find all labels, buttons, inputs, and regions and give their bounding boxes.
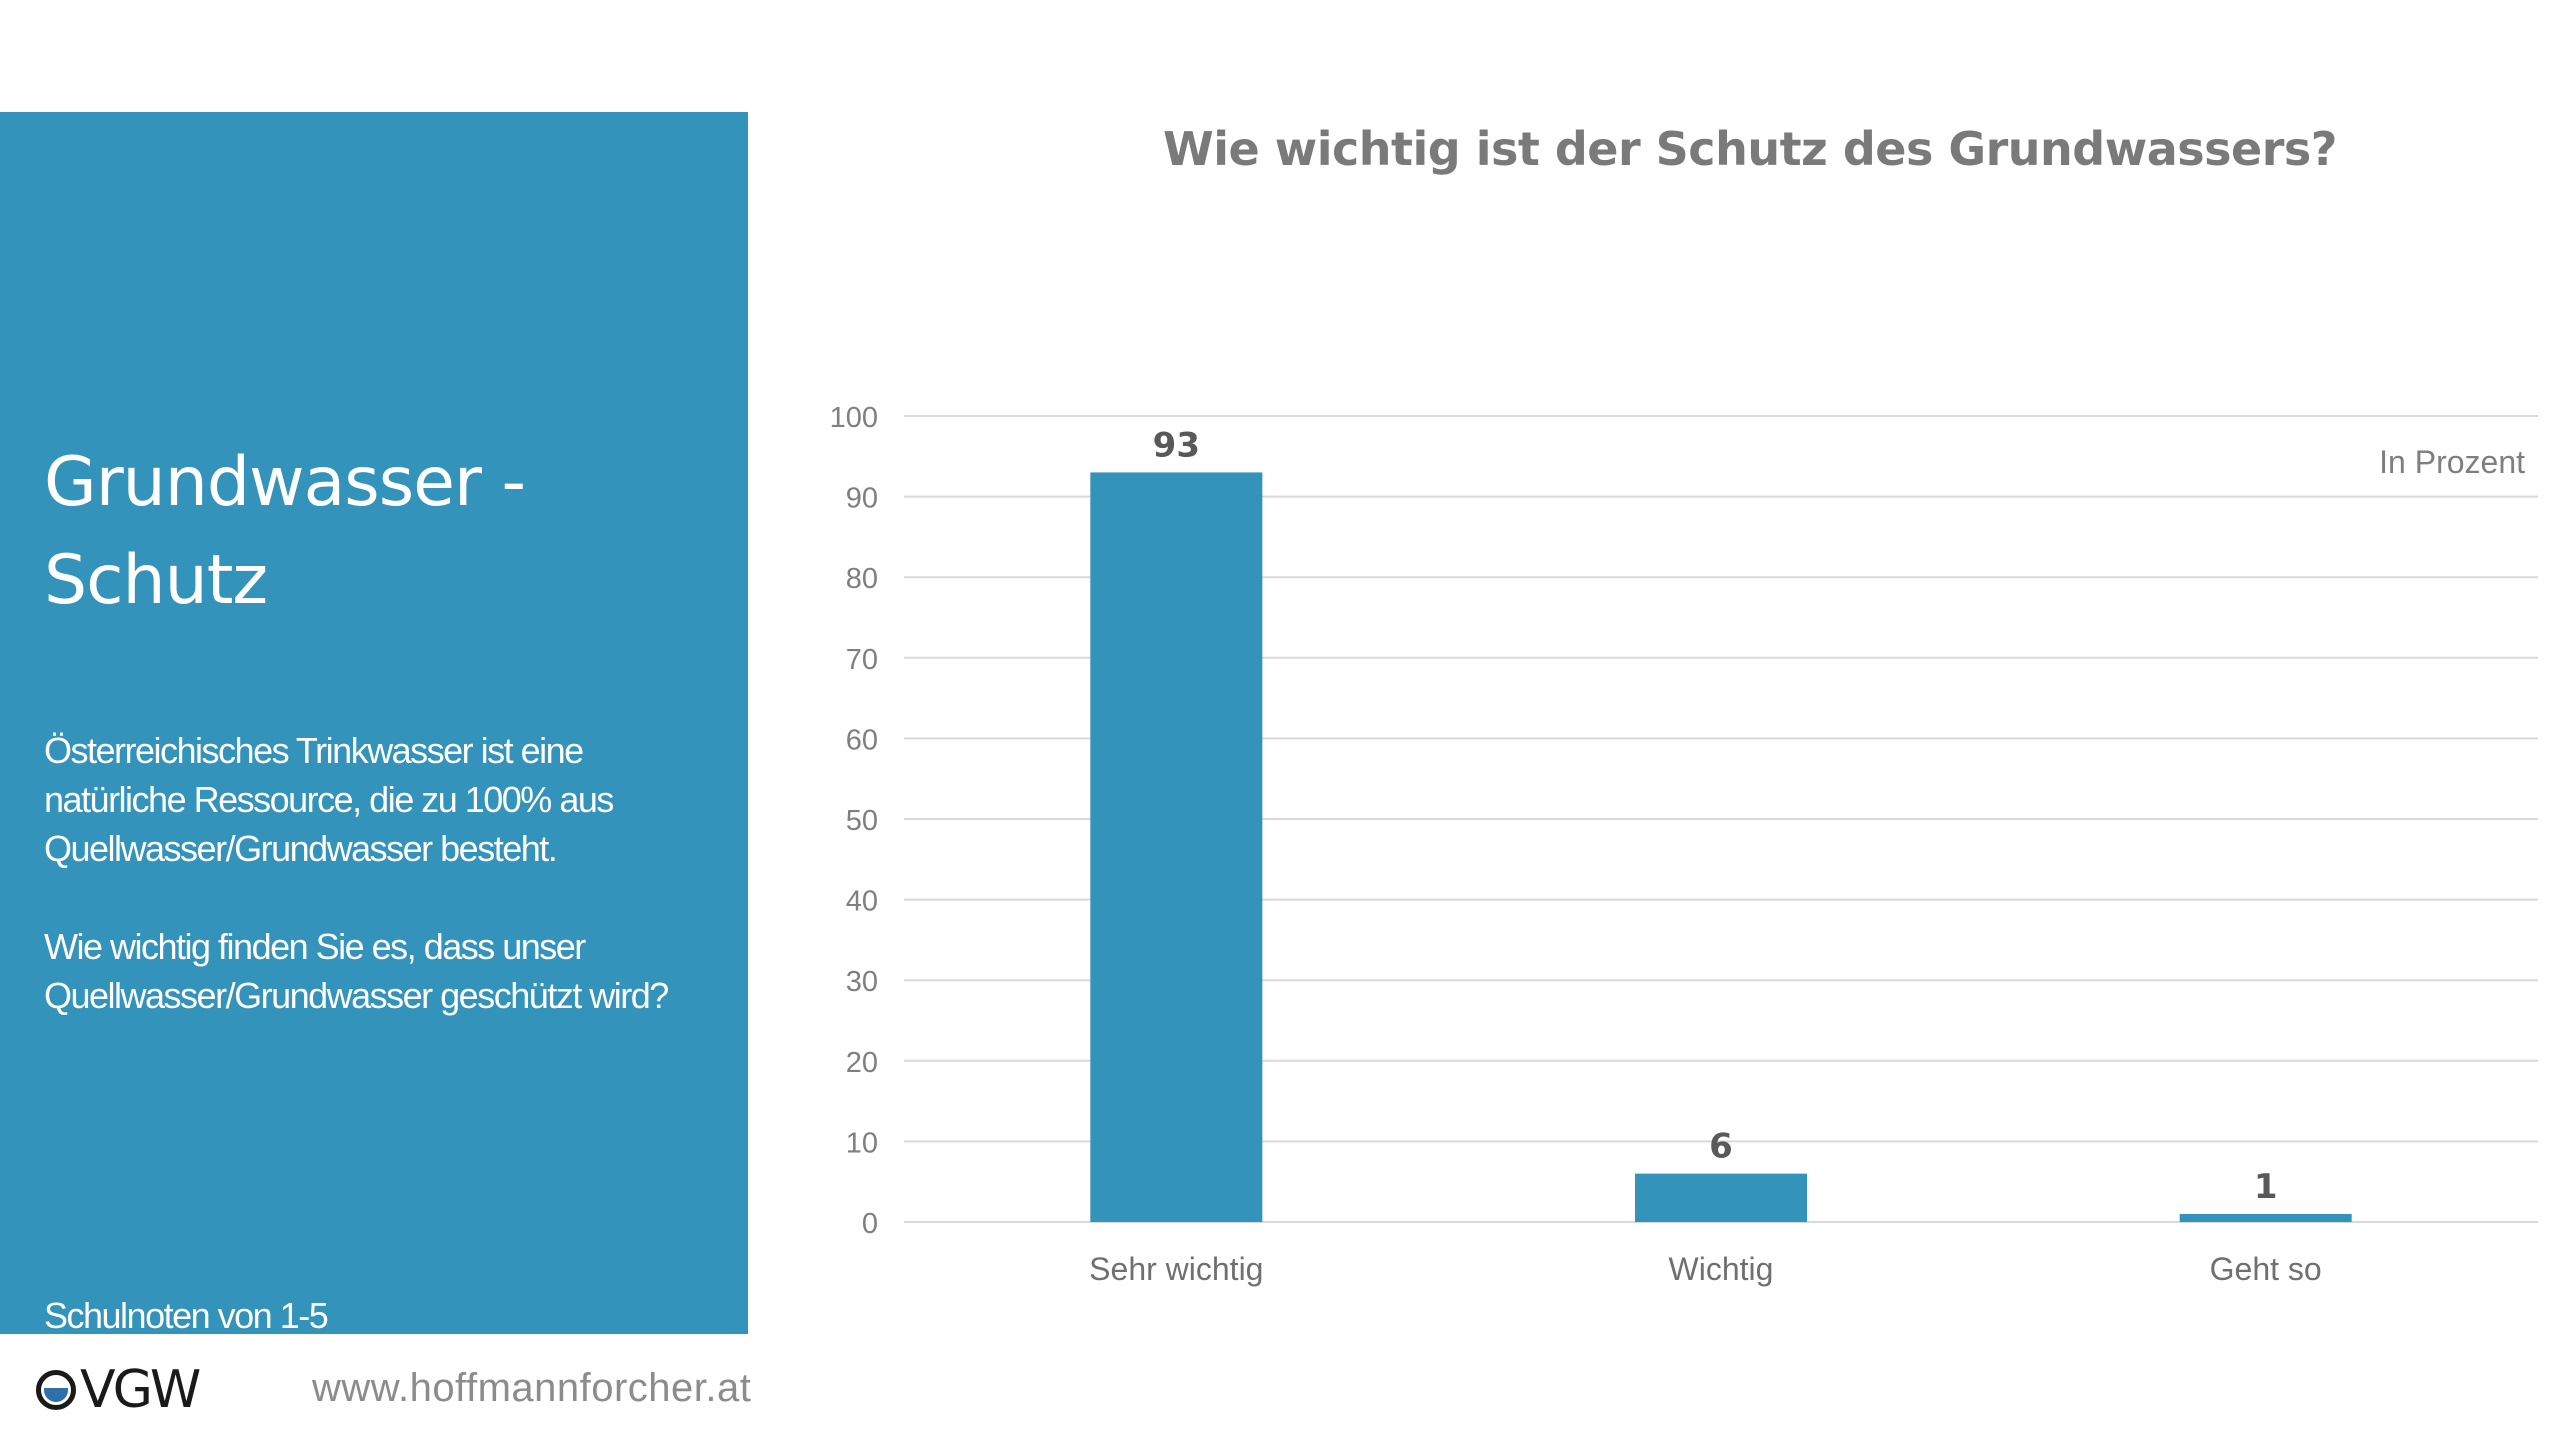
panel-paragraph-question: Wie wichtig finden Sie es, dass unser Qu… bbox=[44, 926, 669, 1016]
panel-title-line-2: Schutz bbox=[44, 541, 268, 620]
chart-bars bbox=[1090, 472, 2352, 1222]
panel-body: Österreichisches Trinkwasser ist eine na… bbox=[44, 726, 724, 1020]
data-label: 6 bbox=[1709, 1127, 1733, 1167]
x-tick-label: Sehr wichtig bbox=[1089, 1251, 1263, 1287]
x-tick-label: Wichtig bbox=[1669, 1251, 1774, 1287]
chart-data-labels: 93 6 1 bbox=[1153, 425, 2278, 1207]
y-tick-label: 60 bbox=[846, 724, 878, 756]
y-tick-label: 50 bbox=[846, 805, 878, 837]
unit-note: In Prozent bbox=[2379, 444, 2525, 480]
ovgw-logo-icon bbox=[36, 1370, 76, 1410]
bar bbox=[1635, 1173, 1807, 1222]
x-tick-label: Geht so bbox=[2210, 1251, 2322, 1287]
data-label: 1 bbox=[2254, 1167, 2278, 1207]
side-panel: Grundwasser - Schutz Österreichisches Tr… bbox=[0, 112, 748, 1336]
y-axis-tick-labels: 0 10 20 30 40 50 60 70 80 90 100 bbox=[830, 402, 878, 1240]
y-tick-label: 90 bbox=[846, 483, 878, 515]
y-tick-label: 70 bbox=[846, 644, 878, 676]
panel-title: Grundwasser - Schutz bbox=[44, 434, 724, 630]
logo-text: VGW bbox=[80, 1360, 201, 1420]
footer-url[interactable]: www.hoffmannforcher.at bbox=[312, 1366, 752, 1410]
y-tick-label: 80 bbox=[846, 563, 878, 595]
panel-note: Schulnoten von 1-5 bbox=[44, 1295, 329, 1336]
y-tick-label: 100 bbox=[830, 402, 878, 434]
y-tick-label: 0 bbox=[862, 1208, 878, 1240]
data-label: 93 bbox=[1153, 425, 1200, 465]
bar bbox=[1090, 472, 1263, 1222]
x-axis-tick-labels: Sehr wichtig Wichtig Geht so bbox=[1089, 1251, 2322, 1287]
bar bbox=[2179, 1213, 2352, 1222]
panel-title-line-1: Grundwasser - bbox=[44, 443, 526, 522]
y-tick-label: 40 bbox=[846, 886, 878, 918]
y-tick-label: 20 bbox=[846, 1047, 878, 1079]
y-tick-label: 10 bbox=[846, 1127, 878, 1159]
chart-title: Wie wichtig ist der Schutz des Grundwass… bbox=[1163, 122, 2337, 176]
ovgw-logo: VGW bbox=[36, 1360, 201, 1420]
panel-paragraph-intro: Österreichisches Trinkwasser ist eine na… bbox=[44, 730, 614, 869]
y-tick-label: 30 bbox=[846, 966, 878, 998]
